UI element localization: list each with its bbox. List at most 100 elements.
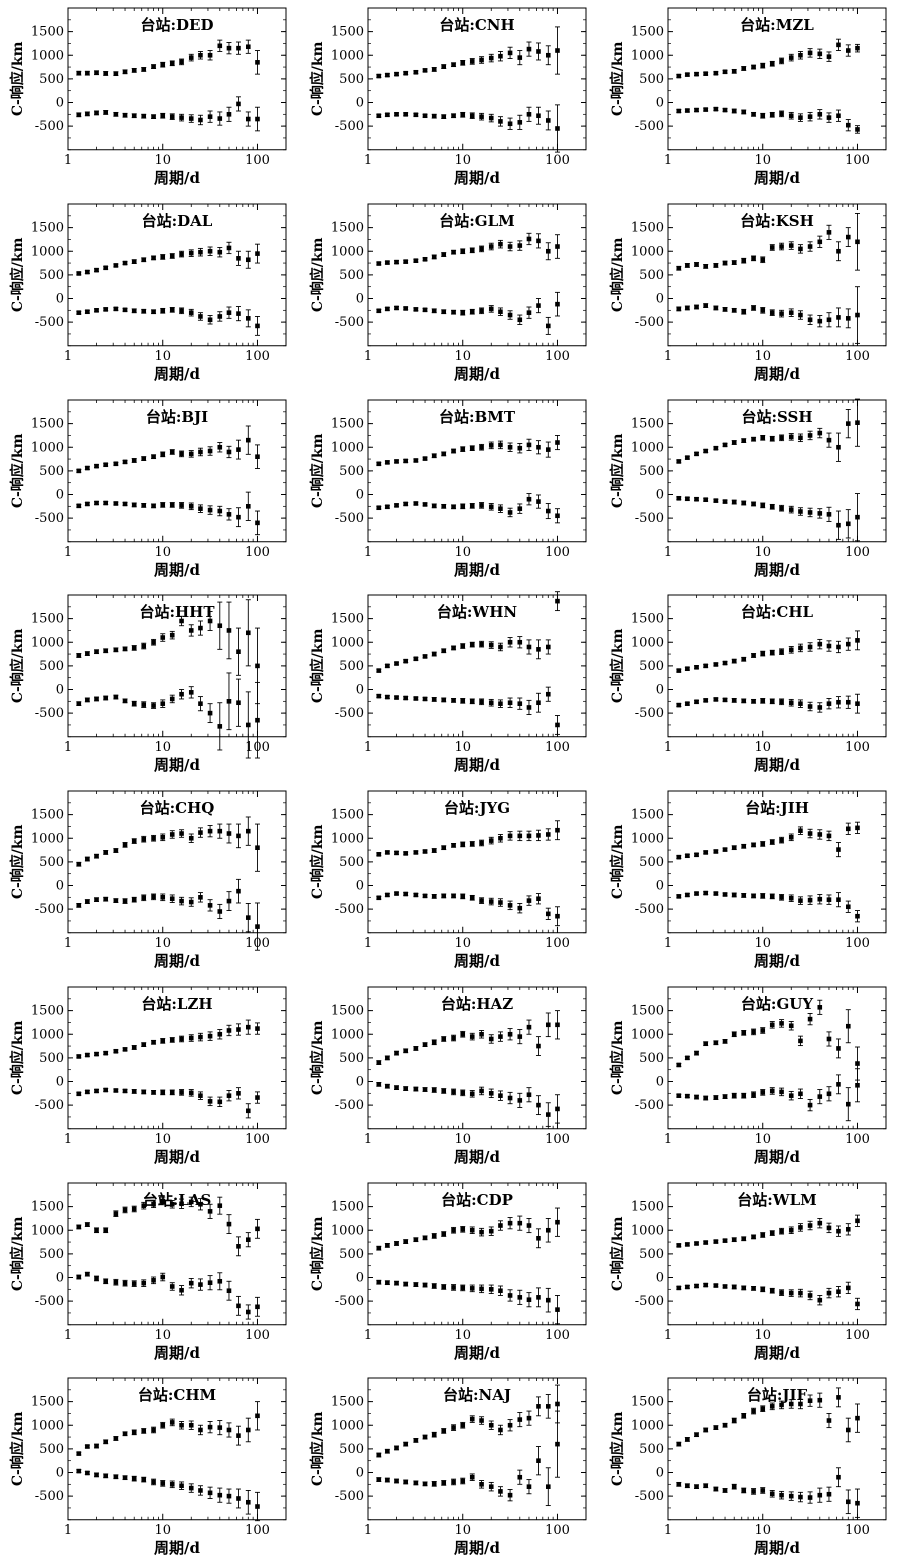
data-point xyxy=(555,1219,560,1225)
x-tick-label: 1 xyxy=(664,740,672,755)
data-point xyxy=(807,114,813,119)
data-point xyxy=(845,48,851,53)
data-point xyxy=(207,618,213,624)
data-point xyxy=(198,117,203,123)
data-point xyxy=(198,313,203,319)
y-tick-label: 1500 xyxy=(631,808,664,823)
data-point xyxy=(676,108,682,114)
y-tick-label: 1000 xyxy=(631,831,664,846)
data-point xyxy=(431,848,437,853)
data-point xyxy=(207,448,213,453)
data-point xyxy=(545,1227,551,1233)
data-point xyxy=(469,1285,475,1291)
data-point xyxy=(394,1280,399,1285)
data-point xyxy=(479,1286,484,1291)
data-point xyxy=(769,61,775,67)
data-point xyxy=(488,442,494,448)
data-point xyxy=(169,114,175,119)
y-tick-label: -500 xyxy=(35,902,64,917)
data-point xyxy=(207,903,213,908)
data-point xyxy=(76,903,82,908)
data-point xyxy=(760,502,766,508)
data-point xyxy=(376,460,382,466)
x-tick-label: 100 xyxy=(845,1132,870,1147)
data-point xyxy=(788,835,794,840)
data-point xyxy=(188,451,194,456)
data-point xyxy=(817,510,823,516)
data-point xyxy=(836,113,841,119)
y-tick-label: 0 xyxy=(656,1074,664,1089)
data-point xyxy=(760,651,766,657)
chart-panel: 1 10 100 -500 0 500 1000 1500 台站:MZL 周期/d C-响应/km xyxy=(600,0,900,196)
data-point xyxy=(226,45,232,51)
data-point xyxy=(385,1279,390,1285)
y-axis-label: C-响应/km xyxy=(309,629,326,704)
chart-title: 台站:MZL xyxy=(740,16,814,34)
data-point xyxy=(217,828,223,834)
data-point xyxy=(141,257,147,262)
x-tick-label: 100 xyxy=(245,349,270,364)
data-point xyxy=(385,1242,390,1248)
data-point xyxy=(441,503,447,509)
data-point xyxy=(441,114,447,119)
data-point xyxy=(236,1303,241,1308)
data-point xyxy=(545,52,551,58)
y-axis-label: C-响应/km xyxy=(9,629,26,704)
data-point xyxy=(741,66,747,71)
data-point xyxy=(207,52,213,58)
data-point xyxy=(413,892,419,898)
y-axis-label: C-响应/km xyxy=(9,237,26,312)
chart-svg: 1 10 100 -500 0 500 1000 1500 台站:JIH 周期/d C-响应/km xyxy=(609,790,887,970)
data-point xyxy=(441,893,447,899)
data-point xyxy=(536,647,541,652)
data-point xyxy=(385,695,390,700)
data-point xyxy=(198,701,203,707)
data-point xyxy=(685,108,690,113)
y-tick-label: 500 xyxy=(339,659,364,674)
data-point xyxy=(498,1287,503,1293)
data-point xyxy=(226,1093,232,1098)
chart-panel: 1 10 100 -500 0 500 1000 1500 台站:HAZ 周期/d C-响应/km xyxy=(300,979,600,1175)
y-axis-label: C-响应/km xyxy=(9,1020,26,1095)
x-tick-label: 100 xyxy=(245,153,270,168)
data-point xyxy=(703,71,709,76)
data-point xyxy=(413,696,419,702)
data-point xyxy=(807,644,813,650)
data-point xyxy=(151,309,156,314)
data-point xyxy=(460,894,466,899)
data-point xyxy=(451,1089,456,1094)
data-point xyxy=(179,692,184,697)
data-point xyxy=(788,113,794,119)
data-point xyxy=(226,112,232,117)
chart-panel: 1 10 100 -500 0 500 1000 1500 台站:GLM 周期/d C-响应/km xyxy=(300,196,600,392)
data-point xyxy=(498,241,503,247)
data-point xyxy=(555,1106,560,1111)
y-tick-label: 0 xyxy=(356,683,364,698)
data-point xyxy=(431,503,437,508)
x-tick-label: 100 xyxy=(545,740,570,755)
data-point xyxy=(226,310,232,315)
x-tick-label: 100 xyxy=(545,936,570,951)
data-point xyxy=(85,465,90,470)
data-point xyxy=(703,303,709,308)
data-point xyxy=(741,1093,747,1098)
y-tick-label: 1500 xyxy=(631,416,664,431)
data-point xyxy=(403,501,409,506)
data-point xyxy=(488,1090,494,1096)
data-point xyxy=(731,439,737,445)
x-tick-label: 100 xyxy=(545,349,570,364)
y-tick-label: -500 xyxy=(335,1294,364,1309)
x-tick-label: 1 xyxy=(64,349,72,364)
data-point xyxy=(226,898,232,904)
data-point xyxy=(122,698,128,704)
y-tick-label: 1000 xyxy=(31,244,64,259)
data-point xyxy=(141,643,147,649)
data-point xyxy=(179,451,184,456)
y-tick-label: -500 xyxy=(635,119,664,134)
data-point xyxy=(526,1024,532,1030)
data-point xyxy=(255,924,260,929)
data-point xyxy=(422,1235,428,1240)
data-point xyxy=(685,305,690,310)
data-point xyxy=(151,1039,156,1045)
data-point xyxy=(451,645,456,651)
